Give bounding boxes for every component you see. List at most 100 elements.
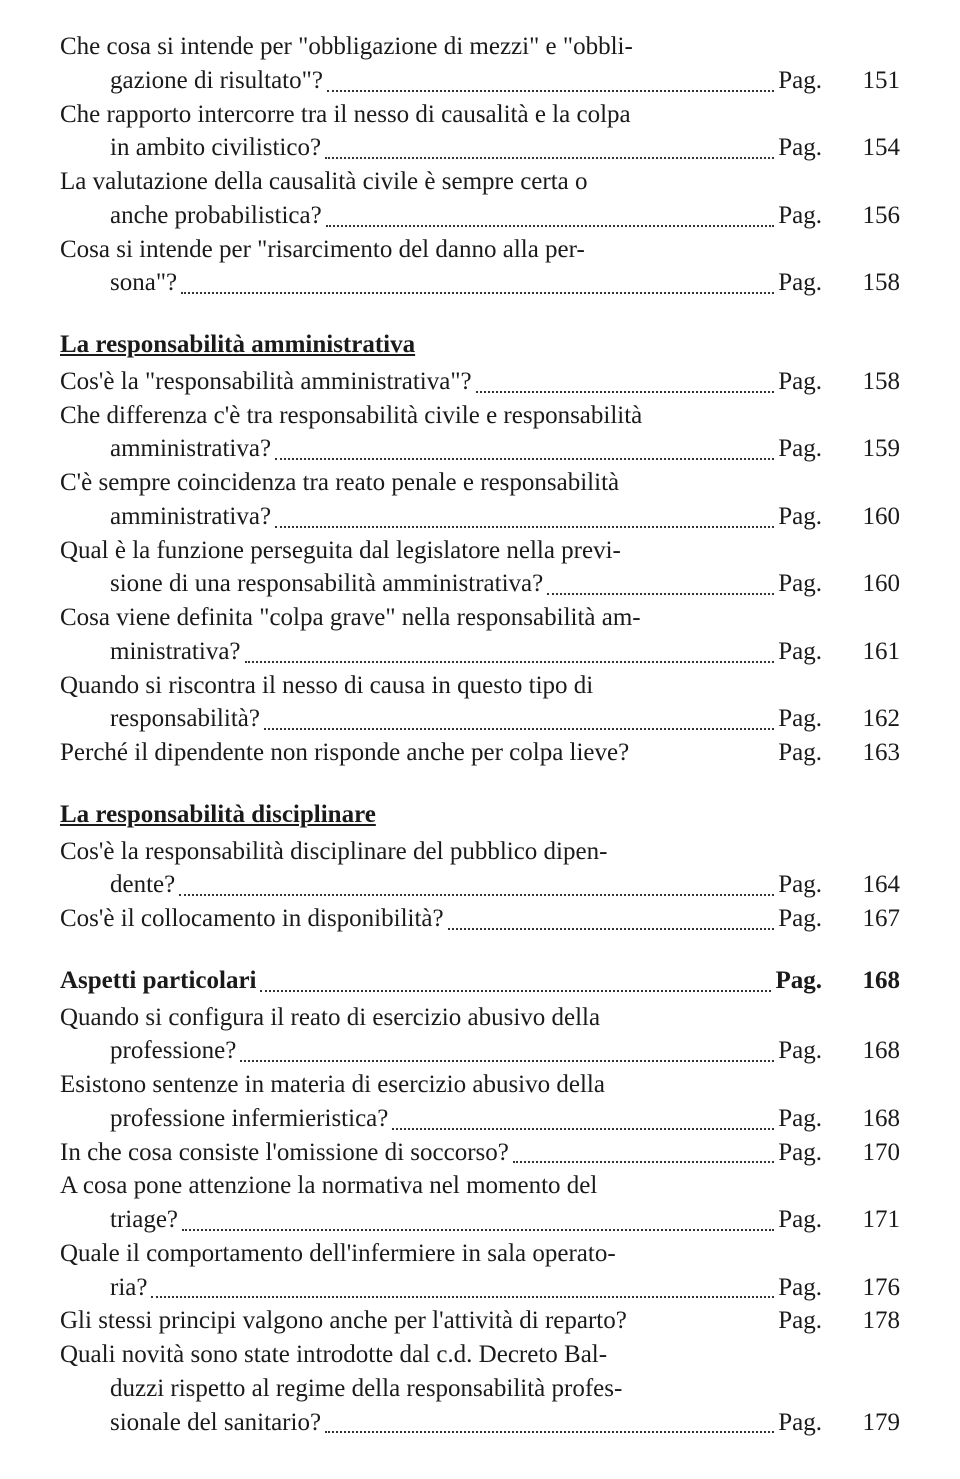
toc-page: Che cosa si intende per "obbligazione di… <box>60 30 900 1439</box>
entry-text: sione di una responsabilità amministrati… <box>60 567 543 601</box>
toc-entry: Cosa si intende per "risarcimento del da… <box>60 233 900 301</box>
dot-leader <box>151 1296 774 1298</box>
page-number: 168 <box>840 1034 900 1068</box>
entry-last-row: amministrativa?Pag.160 <box>60 500 900 534</box>
page-ref: Pag.159 <box>778 432 900 466</box>
dot-leader <box>275 458 774 460</box>
toc-entry: Qual è la funzione perseguita dal legisl… <box>60 534 900 602</box>
page-ref: Pag.158 <box>778 365 900 399</box>
entry-text: professione? <box>60 1034 236 1068</box>
dot-leader <box>179 894 774 896</box>
page-label: Pag. <box>778 739 822 766</box>
entry-text: amministrativa? <box>60 432 271 466</box>
entry-line: Cosa viene definita "colpa grave" nella … <box>60 601 900 635</box>
page-ref: Pag.170 <box>778 1136 900 1170</box>
entry-text: in ambito civilistico? <box>60 131 321 165</box>
entry-text: sona"? <box>60 266 177 300</box>
page-number: 164 <box>840 868 900 902</box>
page-number: 158 <box>840 365 900 399</box>
entry-line: Esistono sentenze in materia di esercizi… <box>60 1068 900 1102</box>
page-ref: Pag.176 <box>778 1271 900 1305</box>
entry-last-row: professione? Pag. 168 <box>60 1034 900 1068</box>
entry-last-row: Cos'è la "responsabilità amministrativa"… <box>60 365 900 399</box>
page-label: Pag. <box>778 1105 822 1132</box>
toc-entry: La valutazione della causalità civile è … <box>60 165 900 233</box>
page-number: 161 <box>840 635 900 669</box>
entry-line: Quali novità sono state introdotte dal c… <box>60 1338 900 1372</box>
toc-entry: Perché il dipendente non risponde anche … <box>60 736 900 770</box>
toc-entry: Quale il comportamento dell'infermiere i… <box>60 1237 900 1305</box>
page-ref: Pag.167 <box>778 902 900 936</box>
toc-entry: Quali novità sono state introdotte dal c… <box>60 1338 900 1439</box>
entry-last-row: ministrativa?Pag.161 <box>60 635 900 669</box>
entry-text: triage? <box>60 1203 178 1237</box>
entry-last-row: In che cosa consiste l'omissione di socc… <box>60 1136 900 1170</box>
page-ref: Pag.163 <box>778 736 900 770</box>
entry-last-row: sona"?Pag.158 <box>60 266 900 300</box>
page-label: Pag. <box>778 1274 822 1301</box>
entry-line: duzzi rispetto al regime della responsab… <box>60 1372 900 1406</box>
entry-text: Cos'è la "responsabilità amministrativa"… <box>60 365 472 399</box>
entry-text: In che cosa consiste l'omissione di socc… <box>60 1136 509 1170</box>
page-number: 156 <box>840 199 900 233</box>
dot-leader <box>547 593 774 595</box>
toc-entry: Cos'è la responsabilità disciplinare del… <box>60 835 900 903</box>
entry-line: Che rapporto intercorre tra il nesso di … <box>60 98 900 132</box>
dot-leader <box>513 1161 774 1163</box>
dot-leader <box>325 157 774 159</box>
entry-last-row: Gli stessi principi valgono anche per l'… <box>60 1304 900 1338</box>
dot-leader <box>275 526 774 528</box>
dot-leader <box>245 661 775 663</box>
entry-line: Quale il comportamento dell'infermiere i… <box>60 1237 900 1271</box>
page-label: Pag. <box>778 570 822 597</box>
page-ref: Pag. 168 <box>778 1034 900 1068</box>
entry-last-row: gazione di risultato"?Pag.151 <box>60 64 900 98</box>
page-label: Pag. <box>778 1037 822 1064</box>
page-label: Pag. <box>778 1409 822 1436</box>
section-heading-admin: La responsabilità amministrativa <box>60 328 900 362</box>
page-number: 158 <box>840 266 900 300</box>
toc-entry: Cos'è il collocamento in disponibilità? P… <box>60 902 900 936</box>
entry-last-row: Cos'è il collocamento in disponibilità? P… <box>60 902 900 936</box>
toc-entry: Cosa viene definita "colpa grave" nella … <box>60 601 900 669</box>
entry-last-row: professione infermieristica?Pag.168 <box>60 1102 900 1136</box>
entry-text: Perché il dipendente non risponde anche … <box>60 736 629 770</box>
entry-line: Cosa si intende per "risarcimento del da… <box>60 233 900 267</box>
dot-leader <box>181 292 774 294</box>
entry-last-row: Perché il dipendente non risponde anche … <box>60 736 900 770</box>
entry-text: gazione di risultato"? <box>60 64 323 98</box>
section-heading-disc: La responsabilità disciplinare <box>60 798 900 832</box>
page-label: Pag. <box>778 905 822 932</box>
page-ref: Pag.164 <box>778 868 900 902</box>
page-label: Pag. <box>778 503 822 530</box>
dot-leader <box>325 1431 774 1433</box>
page-number: 168 <box>840 1102 900 1136</box>
page-label: Pag. <box>775 967 822 994</box>
page-label: Pag. <box>778 705 822 732</box>
entry-last-row: sionale del sanitario?Pag.179 <box>60 1406 900 1440</box>
entry-text: anche probabilistica? <box>60 199 322 233</box>
entry-text: dente? <box>60 868 175 902</box>
page-ref: Pag.154 <box>778 131 900 165</box>
page-label: Pag. <box>778 435 822 462</box>
page-ref: Pag.171 <box>778 1203 900 1237</box>
entry-last-row: amministrativa? Pag.159 <box>60 432 900 466</box>
toc-entry: Quando si configura il reato di esercizi… <box>60 1001 900 1069</box>
entry-text: Cos'è il collocamento in disponibilità? <box>60 902 444 936</box>
entry-last-row: anche probabilistica? Pag.156 <box>60 199 900 233</box>
dot-leader <box>327 90 774 92</box>
toc-entry: In che cosa consiste l'omissione di socc… <box>60 1136 900 1170</box>
page-ref: Pag. 168 <box>775 964 900 998</box>
page-ref: Pag. 161 <box>778 635 900 669</box>
page-number: 168 <box>840 964 900 998</box>
toc-entry: Che cosa si intende per "obbligazione di… <box>60 30 900 98</box>
entry-line: Che differenza c'è tra responsabilità ci… <box>60 399 900 433</box>
page-label: Pag. <box>778 638 822 665</box>
page-ref: Pag.156 <box>778 199 900 233</box>
entry-line: Quando si configura il reato di esercizi… <box>60 1001 900 1035</box>
dot-leader <box>182 1229 774 1231</box>
dot-leader <box>392 1128 774 1130</box>
page-label: Pag. <box>778 1139 822 1166</box>
page-number: 160 <box>840 567 900 601</box>
entry-text: Gli stessi principi valgono anche per l'… <box>60 1304 627 1338</box>
